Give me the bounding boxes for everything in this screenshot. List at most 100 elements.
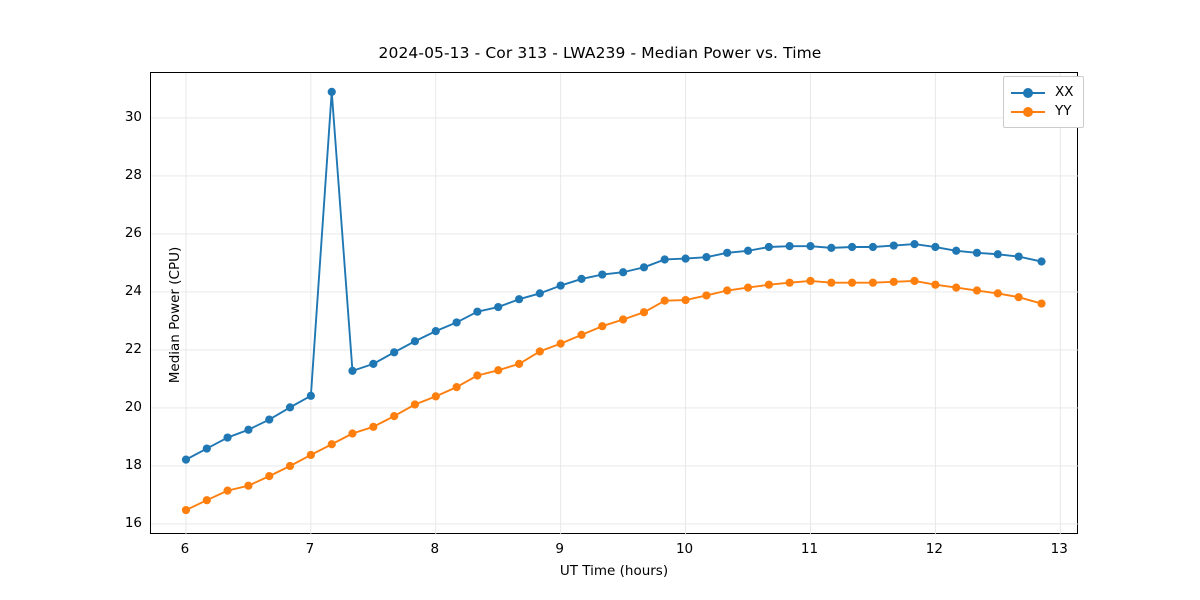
y-tick-label: 22 (124, 340, 142, 357)
data-point-yy (889, 277, 898, 286)
data-point-yy (369, 422, 378, 431)
data-point-yy (265, 472, 274, 481)
data-point-xx (202, 444, 211, 453)
grid-lines (151, 73, 1079, 535)
data-point-yy (827, 278, 836, 287)
data-point-yy (723, 286, 732, 295)
data-point-xx (306, 391, 315, 400)
data-point-yy (639, 308, 649, 317)
legend-swatch-yy (1011, 105, 1045, 119)
data-point-xx (348, 366, 357, 375)
y-tick-label: 16 (124, 514, 142, 531)
data-point-yy (473, 371, 482, 380)
data-point-xx (619, 268, 628, 277)
data-point-xx (681, 254, 690, 263)
data-point-yy (556, 339, 565, 348)
data-point-yy (514, 359, 524, 368)
legend-label-yy: YY (1055, 102, 1072, 119)
data-point-yy (660, 296, 669, 305)
legend-label-xx: XX (1055, 83, 1074, 100)
data-point-yy (910, 276, 919, 286)
data-point-yy (931, 280, 940, 289)
data-point-yy (847, 278, 857, 287)
data-point-xx (327, 87, 336, 96)
data-point-xx (598, 270, 607, 279)
data-point-xx (702, 253, 711, 262)
data-point-yy (244, 481, 253, 490)
x-tick-labels: 6 7 8 9 10 11 12 13 (150, 541, 1078, 561)
data-point-xx (1037, 257, 1046, 266)
x-tick-label: 8 (430, 541, 440, 557)
data-point-xx (577, 274, 586, 284)
data-point-yy (702, 291, 711, 300)
data-point-xx (868, 242, 878, 252)
data-point-xx (244, 425, 253, 434)
x-tick-label: 11 (800, 541, 819, 557)
chart-title: 2024-05-13 - Cor 313 - LWA239 - Median P… (378, 44, 822, 62)
data-point-yy (972, 286, 982, 295)
data-point-yy (285, 461, 295, 471)
data-point-yy (494, 366, 503, 375)
data-point-yy (223, 486, 232, 495)
y-tick-label: 28 (124, 166, 142, 183)
data-point-yy (390, 411, 399, 421)
data-point-xx (390, 348, 399, 357)
plot-svg (151, 73, 1079, 535)
data-point-xx (473, 307, 482, 316)
x-tick-label: 10 (675, 541, 694, 557)
plot-area: Median Power (CPU) (150, 72, 1079, 535)
y-tick-labels: 16 18 20 22 24 26 28 30 (100, 72, 142, 534)
legend-swatch-xx (1011, 86, 1045, 100)
data-point-xx (265, 415, 274, 424)
y-tick-label: 20 (124, 398, 142, 415)
y-tick-label: 24 (124, 282, 142, 299)
data-point-xx (952, 246, 961, 255)
data-point-yy (806, 276, 815, 286)
data-point-xx (494, 302, 503, 312)
data-point-xx (369, 359, 378, 368)
data-point-yy (598, 322, 607, 331)
data-point-xx (452, 318, 461, 327)
y-tick-label: 18 (124, 456, 142, 473)
data-point-yy (681, 295, 690, 305)
y-tick-label: 30 (124, 108, 142, 125)
data-point-yy (202, 496, 211, 505)
data-point-yy (431, 392, 440, 401)
data-point-xx (410, 337, 420, 346)
data-point-xx (1014, 252, 1023, 261)
data-point-xx (972, 248, 982, 257)
data-point-xx (514, 295, 524, 304)
x-tick-label: 6 (180, 541, 190, 557)
data-point-yy (410, 400, 420, 409)
data-point-xx (723, 248, 732, 257)
data-point-xx (660, 255, 669, 264)
data-point-yy (952, 283, 961, 292)
series-lines (185, 90, 1043, 512)
data-point-yy (535, 347, 544, 356)
data-point-yy (348, 429, 357, 438)
legend-entry-xx[interactable]: XX (1011, 83, 1074, 102)
data-point-yy (764, 280, 773, 289)
x-tick-label: 12 (925, 541, 943, 557)
data-point-xx (639, 263, 649, 272)
x-tick-label: 9 (555, 541, 564, 557)
data-point-xx (847, 242, 857, 252)
data-point-yy (327, 440, 336, 449)
data-point-yy (619, 315, 628, 324)
data-point-yy (452, 382, 461, 392)
x-axis-label: UT Time (hours) (559, 563, 669, 579)
data-point-yy (993, 289, 1002, 298)
data-point-xx (535, 289, 544, 298)
data-point-yy (306, 450, 315, 460)
data-point-yy (868, 278, 878, 287)
legend-entry-yy[interactable]: YY (1011, 102, 1074, 121)
data-point-xx (556, 281, 565, 290)
data-point-xx (181, 455, 191, 464)
data-point-xx (785, 242, 794, 251)
legend-box: XX YY (1003, 76, 1084, 128)
data-point-xx (431, 327, 440, 336)
y-tick-label: 26 (124, 224, 142, 241)
x-tick-label: 7 (305, 541, 315, 557)
data-point-yy (1037, 299, 1046, 308)
